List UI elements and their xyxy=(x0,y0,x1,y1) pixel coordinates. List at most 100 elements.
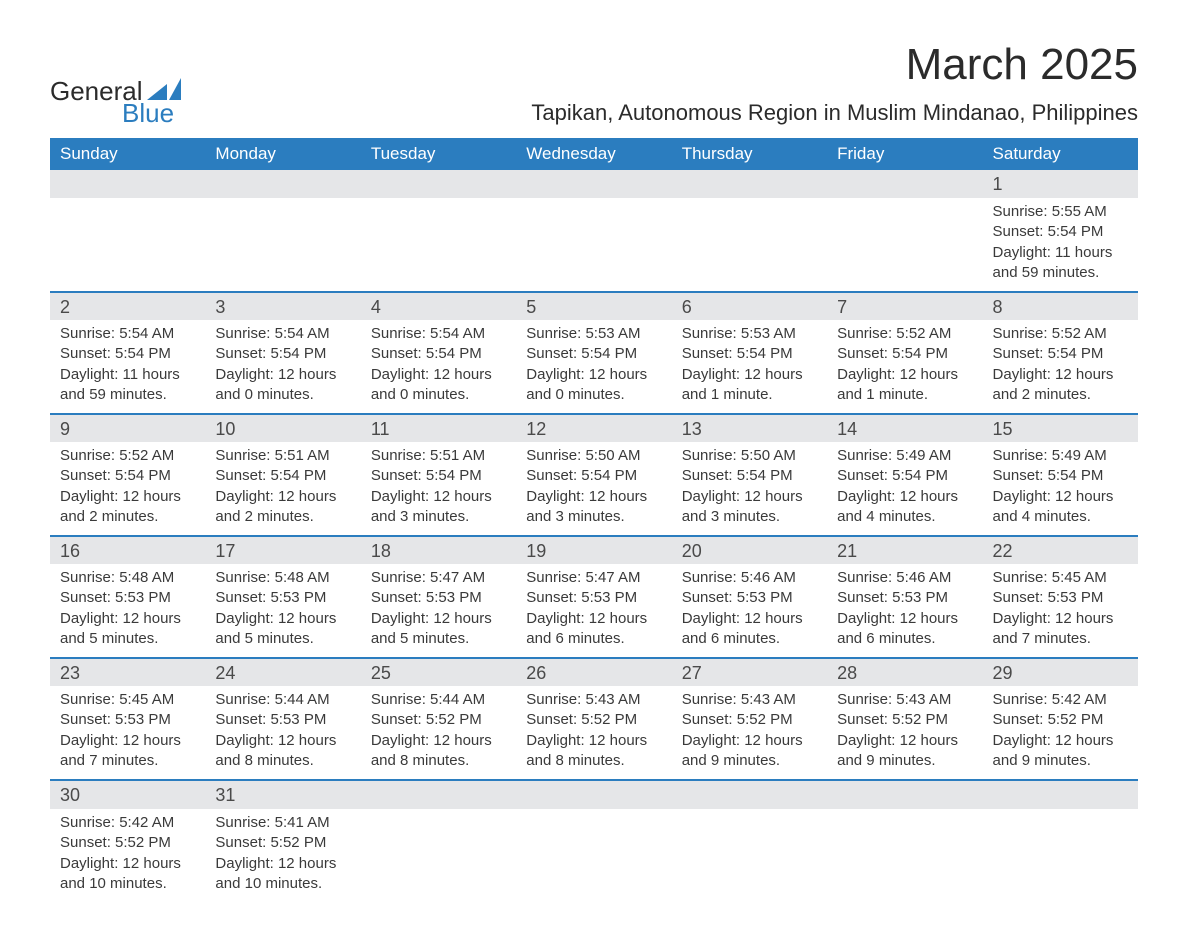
daylight-text: Daylight: 11 hours and 59 minutes. xyxy=(993,243,1128,284)
day-number: 30 xyxy=(50,781,205,809)
day-cell: Sunrise: 5:52 AMSunset: 5:54 PMDaylight:… xyxy=(827,320,982,413)
day-cell xyxy=(983,809,1138,902)
day-cell: Sunrise: 5:54 AMSunset: 5:54 PMDaylight:… xyxy=(205,320,360,413)
weekday-header: Saturday xyxy=(983,138,1138,170)
calendar-header-row: SundayMondayTuesdayWednesdayThursdayFrid… xyxy=(50,138,1138,170)
day-number xyxy=(205,170,360,198)
sunrise-text: Sunrise: 5:42 AM xyxy=(60,813,195,833)
day-number: 19 xyxy=(516,537,671,564)
day-number xyxy=(827,170,982,198)
sunrise-text: Sunrise: 5:45 AM xyxy=(60,690,195,710)
sunrise-text: Sunrise: 5:50 AM xyxy=(682,446,817,466)
day-number xyxy=(672,781,827,809)
day-cell: Sunrise: 5:51 AMSunset: 5:54 PMDaylight:… xyxy=(205,442,360,535)
day-number: 16 xyxy=(50,537,205,564)
day-cell: Sunrise: 5:41 AMSunset: 5:52 PMDaylight:… xyxy=(205,809,360,902)
sunset-text: Sunset: 5:54 PM xyxy=(526,466,661,486)
day-number xyxy=(516,170,671,198)
month-title: March 2025 xyxy=(531,40,1138,90)
daylight-text: Daylight: 12 hours and 9 minutes. xyxy=(993,731,1128,772)
sunset-text: Sunset: 5:54 PM xyxy=(682,466,817,486)
calendar-week-strip: 9101112131415 xyxy=(50,413,1138,442)
day-number: 20 xyxy=(672,537,827,564)
sunset-text: Sunset: 5:53 PM xyxy=(993,588,1128,608)
day-number: 26 xyxy=(516,659,671,686)
day-cell: Sunrise: 5:42 AMSunset: 5:52 PMDaylight:… xyxy=(983,686,1138,779)
sunset-text: Sunset: 5:53 PM xyxy=(60,588,195,608)
day-cell: Sunrise: 5:47 AMSunset: 5:53 PMDaylight:… xyxy=(361,564,516,657)
calendar-week-body: Sunrise: 5:48 AMSunset: 5:53 PMDaylight:… xyxy=(50,564,1138,657)
day-cell xyxy=(361,198,516,291)
daylight-text: Daylight: 12 hours and 7 minutes. xyxy=(60,731,195,772)
sunrise-text: Sunrise: 5:42 AM xyxy=(993,690,1128,710)
sunrise-text: Sunrise: 5:46 AM xyxy=(682,568,817,588)
day-cell: Sunrise: 5:50 AMSunset: 5:54 PMDaylight:… xyxy=(672,442,827,535)
weekday-header: Friday xyxy=(827,138,982,170)
day-number xyxy=(516,781,671,809)
day-number: 24 xyxy=(205,659,360,686)
day-cell: Sunrise: 5:53 AMSunset: 5:54 PMDaylight:… xyxy=(516,320,671,413)
day-cell: Sunrise: 5:50 AMSunset: 5:54 PMDaylight:… xyxy=(516,442,671,535)
day-number: 9 xyxy=(50,415,205,442)
daylight-text: Daylight: 12 hours and 8 minutes. xyxy=(371,731,506,772)
sunset-text: Sunset: 5:54 PM xyxy=(526,344,661,364)
daylight-text: Daylight: 12 hours and 0 minutes. xyxy=(371,365,506,406)
sunset-text: Sunset: 5:53 PM xyxy=(371,588,506,608)
sunrise-text: Sunrise: 5:46 AM xyxy=(837,568,972,588)
sunset-text: Sunset: 5:54 PM xyxy=(682,344,817,364)
sunset-text: Sunset: 5:53 PM xyxy=(215,710,350,730)
weekday-header: Tuesday xyxy=(361,138,516,170)
daylight-text: Daylight: 12 hours and 3 minutes. xyxy=(371,487,506,528)
day-cell: Sunrise: 5:44 AMSunset: 5:53 PMDaylight:… xyxy=(205,686,360,779)
sunrise-text: Sunrise: 5:51 AM xyxy=(371,446,506,466)
daylight-text: Daylight: 12 hours and 0 minutes. xyxy=(526,365,661,406)
day-number: 22 xyxy=(983,537,1138,564)
daylight-text: Daylight: 12 hours and 8 minutes. xyxy=(215,731,350,772)
daylight-text: Daylight: 12 hours and 8 minutes. xyxy=(526,731,661,772)
sunset-text: Sunset: 5:54 PM xyxy=(215,466,350,486)
daylight-text: Daylight: 12 hours and 7 minutes. xyxy=(993,609,1128,650)
day-cell: Sunrise: 5:52 AMSunset: 5:54 PMDaylight:… xyxy=(50,442,205,535)
sunset-text: Sunset: 5:52 PM xyxy=(60,833,195,853)
daylight-text: Daylight: 12 hours and 1 minute. xyxy=(682,365,817,406)
sunrise-text: Sunrise: 5:44 AM xyxy=(371,690,506,710)
day-cell xyxy=(361,809,516,902)
day-cell: Sunrise: 5:47 AMSunset: 5:53 PMDaylight:… xyxy=(516,564,671,657)
sunrise-text: Sunrise: 5:48 AM xyxy=(60,568,195,588)
day-number: 29 xyxy=(983,659,1138,686)
sunrise-text: Sunrise: 5:44 AM xyxy=(215,690,350,710)
calendar-week-body: Sunrise: 5:45 AMSunset: 5:53 PMDaylight:… xyxy=(50,686,1138,779)
daylight-text: Daylight: 12 hours and 10 minutes. xyxy=(60,854,195,895)
day-cell xyxy=(672,198,827,291)
day-cell xyxy=(516,809,671,902)
day-number: 14 xyxy=(827,415,982,442)
day-number xyxy=(361,781,516,809)
day-number: 23 xyxy=(50,659,205,686)
day-number: 1 xyxy=(983,170,1138,198)
day-number: 3 xyxy=(205,293,360,320)
day-cell xyxy=(205,198,360,291)
day-number: 18 xyxy=(361,537,516,564)
sunrise-text: Sunrise: 5:54 AM xyxy=(60,324,195,344)
day-number: 8 xyxy=(983,293,1138,320)
calendar-week-strip: 2345678 xyxy=(50,291,1138,320)
daylight-text: Daylight: 12 hours and 2 minutes. xyxy=(60,487,195,528)
day-cell: Sunrise: 5:45 AMSunset: 5:53 PMDaylight:… xyxy=(983,564,1138,657)
day-number: 7 xyxy=(827,293,982,320)
day-number: 27 xyxy=(672,659,827,686)
calendar-week-strip: 1 xyxy=(50,170,1138,198)
day-cell: Sunrise: 5:43 AMSunset: 5:52 PMDaylight:… xyxy=(516,686,671,779)
day-number: 12 xyxy=(516,415,671,442)
sunset-text: Sunset: 5:54 PM xyxy=(60,344,195,364)
daylight-text: Daylight: 12 hours and 4 minutes. xyxy=(837,487,972,528)
day-number: 13 xyxy=(672,415,827,442)
sunset-text: Sunset: 5:54 PM xyxy=(993,222,1128,242)
sunrise-text: Sunrise: 5:55 AM xyxy=(993,202,1128,222)
title-block: March 2025 Tapikan, Autonomous Region in… xyxy=(531,40,1138,126)
sunrise-text: Sunrise: 5:43 AM xyxy=(526,690,661,710)
day-number: 4 xyxy=(361,293,516,320)
daylight-text: Daylight: 12 hours and 10 minutes. xyxy=(215,854,350,895)
sunset-text: Sunset: 5:53 PM xyxy=(837,588,972,608)
sunset-text: Sunset: 5:54 PM xyxy=(837,344,972,364)
weekday-header: Monday xyxy=(205,138,360,170)
